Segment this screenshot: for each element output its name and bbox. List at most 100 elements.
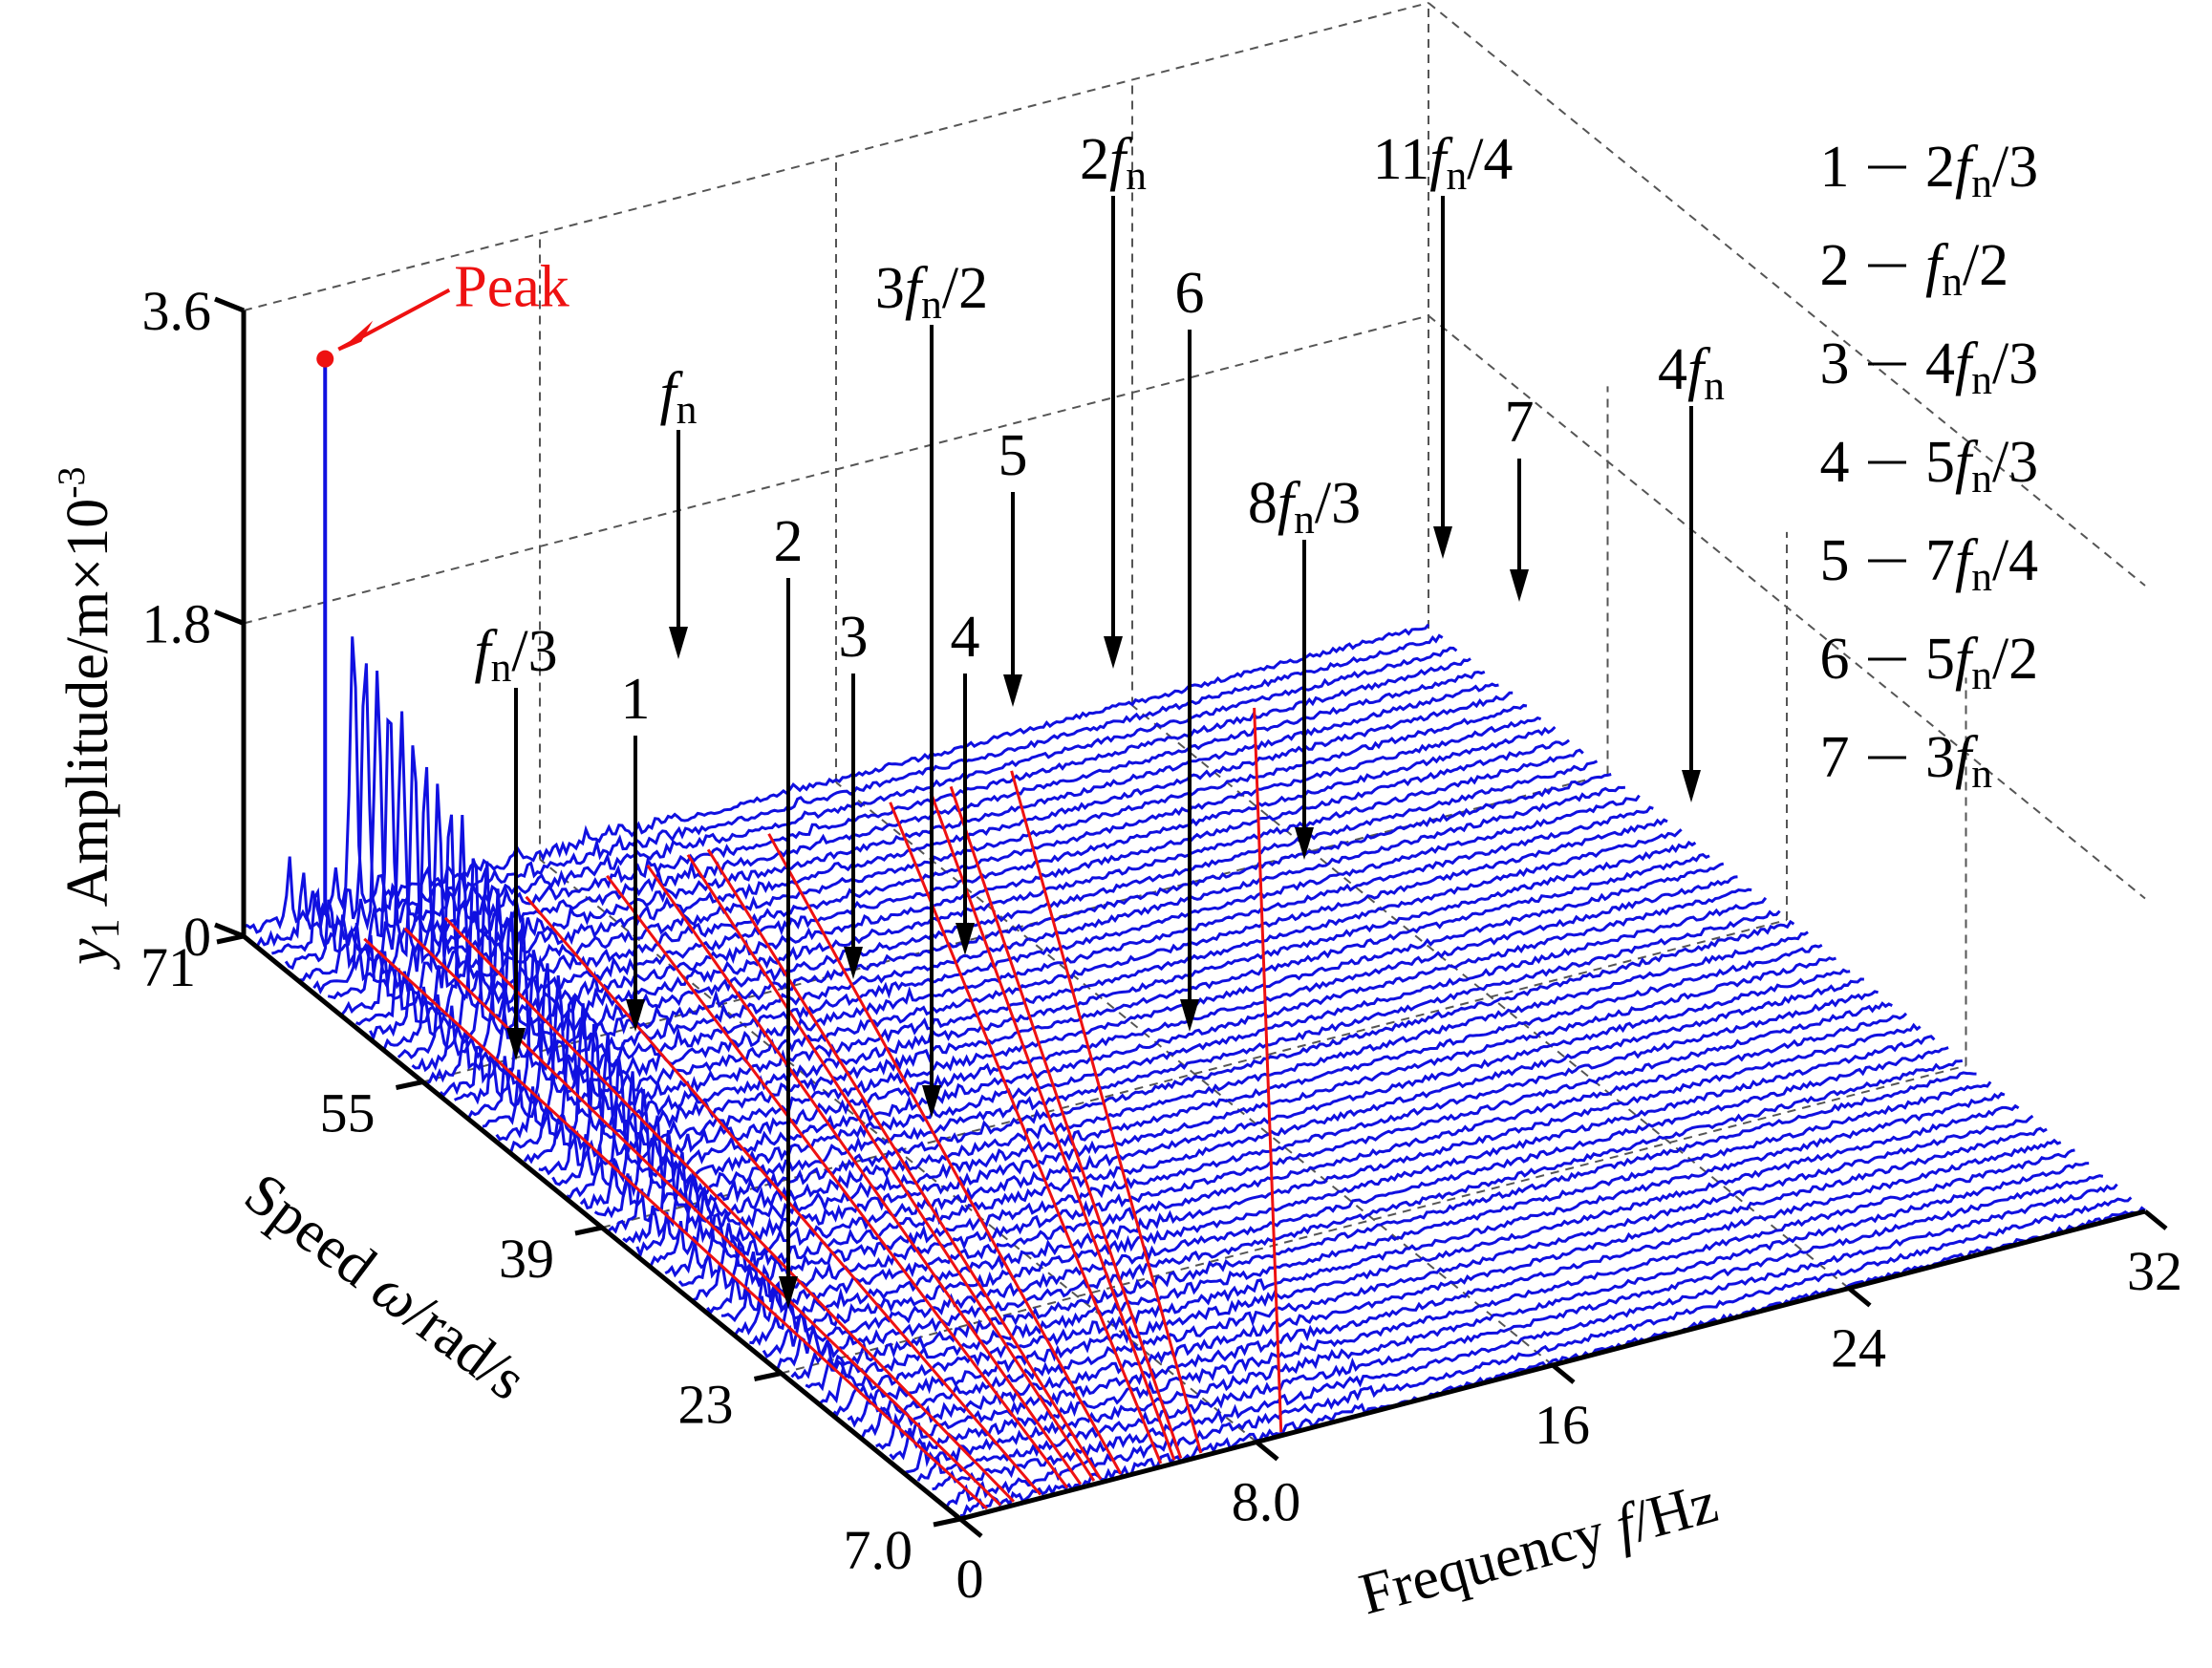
annotation-arrowhead-5 [1003,674,1022,707]
harmonic-line-4fn [1253,707,1283,1433]
spectrum-line [903,1162,2090,1475]
x-tick-label: 16 [1535,1394,1590,1456]
harmonic-line-8fn3 [929,791,1176,1461]
spectrum-line [566,887,1752,1199]
legend-entry-6: 5fn/2 [1925,627,2038,698]
chart-axes [214,296,2168,1538]
spectrum-line [523,852,1710,1165]
legend-entry-7: 3fn [1925,725,1992,797]
spectrum-line [382,738,1571,1050]
spectrum-line [579,896,1768,1210]
spectrum-line [677,977,1864,1287]
x-tick-mark [1847,1286,1872,1308]
z-tick-label: 1.8 [142,593,212,655]
annotation-label-5: 5 [999,423,1028,488]
annotation-label-2: 2 [774,509,804,574]
spectrum-line [508,840,1697,1154]
spectrum-line [832,1103,2020,1417]
y-tick-mark [574,1225,603,1236]
spectrum-line [622,930,1809,1244]
annotation-arrowhead-7 [1510,569,1529,602]
legend-entry-4: 5fn/3 [1925,430,2038,502]
z-tick-mark [214,609,245,626]
spectrum-line [932,1183,2118,1491]
annotation-label-8fn3: 8fn/3 [1248,471,1361,543]
peak-label: Peak [454,255,569,320]
spectrum-line [916,1174,2104,1482]
harmonic-line-4 [686,853,1096,1482]
annotation-arrowhead-1 [626,999,645,1032]
spectrum-line [439,785,1625,1098]
annotation-arrowhead-2 [779,1276,798,1309]
x-tick-mark [2143,1209,2168,1230]
harmonic-line-fn [525,895,1042,1496]
x-tick-mark [1551,1363,1576,1384]
legend-num-2: 2 [1820,233,1850,298]
z-tick-label: 0 [183,906,211,968]
annotation-label-11fn4: 11fn/4 [1373,127,1514,199]
y-tick-label: 23 [678,1374,734,1436]
harmonic-line-5 [706,848,1103,1481]
annotation-arrowhead-8fn3 [1295,827,1314,860]
spectrum-line [650,956,1836,1266]
spectrum-line [551,875,1738,1187]
peak-arrow-head [338,320,374,352]
spectrum-line [875,1138,2062,1450]
annotation-label-7: 7 [1505,390,1535,455]
spectrum-line [411,759,1599,1073]
spectrum-line [495,828,1683,1142]
annotation-label-fn: fn [660,361,698,433]
harmonic-line-7 [1010,770,1203,1454]
x-tick-label: 8.0 [1232,1471,1301,1533]
annotation-arrowhead-2fn [1104,636,1123,669]
spectrum-line [693,990,1879,1301]
legend-entry-1: 2fn/3 [1925,135,2038,206]
spectrum-line [749,1035,1936,1346]
spectrum-line [271,646,1458,955]
annotation-arrowhead-3fn2 [922,1085,941,1118]
annotation-label-2fn: 2fn [1080,127,1147,199]
spectrum-line [355,716,1542,1026]
spectrum-line [593,909,1781,1219]
harmonic-line-2fn [767,833,1123,1475]
annotation-arrowhead-fn [669,627,688,659]
harmonic-line-1 [443,916,1016,1503]
spectrum-line [425,773,1612,1085]
y-tick-mark [395,1080,424,1090]
annotation-arrowhead-4fn [1682,770,1701,802]
harmonic-line-3 [606,874,1069,1489]
harmonic-line-11fn4 [949,785,1183,1459]
legend-num-4: 4 [1820,430,1850,495]
spectrum-line [664,968,1851,1278]
annotation-label-fn3: fn/3 [474,619,557,691]
annotation-arrowhead-11fn4 [1433,526,1452,559]
spectrum-line [776,1059,1964,1370]
spectrum-line [805,1080,1992,1392]
y-tick-mark [216,933,245,945]
annotation-arrowhead-4 [956,923,975,955]
legend-entry-5: 7fn/4 [1925,528,2038,600]
legend-num-5: 5 [1820,528,1850,593]
annotation-label-6: 6 [1175,261,1205,326]
spectrum-line [256,633,1444,948]
x-tick-mark [958,1517,983,1538]
x-tick-label: 0 [956,1548,984,1610]
spectrum-line [945,1196,2133,1508]
y-axis-title: Speed ω/rad/s [233,1161,538,1413]
y-tick-label: 7.0 [844,1519,913,1581]
harmonic-lines [363,707,1283,1510]
spectrum-line [860,1126,2048,1440]
legend-num-1: 1 [1820,135,1850,200]
spectrum-line [762,1046,1949,1359]
y-tick-mark [933,1516,961,1528]
y-tick-mark [753,1371,783,1381]
annotation-arrowhead-fn3 [506,1028,526,1060]
z-tick-mark [214,922,245,939]
spectrum-line [482,818,1668,1128]
legend-num-3: 3 [1820,331,1850,396]
z-tick-mark [214,296,245,313]
y-tick-label: 71 [140,936,196,998]
annotation-arrowhead-3 [844,947,863,979]
